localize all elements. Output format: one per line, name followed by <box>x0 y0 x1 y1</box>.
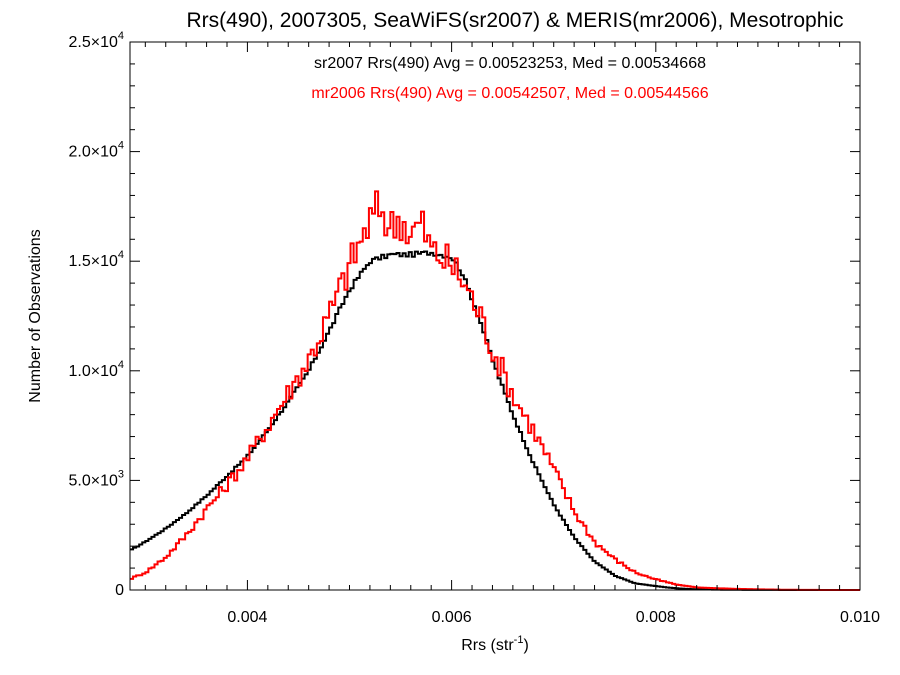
x-tick-label: 0.010 <box>840 609 880 626</box>
y-tick-label: 5.0×103 <box>68 468 124 489</box>
y-tick-label: 2.5×104 <box>68 30 124 51</box>
series-layer <box>130 190 860 591</box>
y-tick-label: 1.5×104 <box>68 249 124 270</box>
x-axis-label-sup: -1 <box>514 634 524 646</box>
x-tick-label: 0.008 <box>636 609 676 626</box>
annotation-sr2007: sr2007 Rrs(490) Avg = 0.00523253, Med = … <box>314 55 706 72</box>
plot-frame <box>129 41 861 591</box>
annotation-mr2006: mr2006 Rrs(490) Avg = 0.00542507, Med = … <box>311 85 708 102</box>
x-axis-label: Rrs (str-1) <box>461 634 529 654</box>
y-axis: 0 5.0×103 1.0×104 1.5×104 2.0×104 2.5×104 <box>68 30 860 599</box>
y-tick-label: 0 <box>115 582 124 599</box>
y-tick-label: 2.0×104 <box>68 140 124 161</box>
x-tick-label: 0.006 <box>432 609 472 626</box>
x-axis: 0.004 0.006 0.008 0.010 <box>144 42 880 626</box>
x-axis-label-text: Rrs (str <box>461 637 514 654</box>
y-tick-label: 1.0×104 <box>68 359 124 380</box>
series-line-mr2006 <box>130 190 860 591</box>
y-axis-label: Number of Observations <box>27 229 44 402</box>
x-axis-label-tail: ) <box>523 637 528 654</box>
series-line-sr2007 <box>130 250 860 591</box>
x-tick-label: 0.004 <box>227 609 267 626</box>
chart-title: Rrs(490), 2007305, SeaWiFS(sr2007) & MER… <box>186 9 843 32</box>
